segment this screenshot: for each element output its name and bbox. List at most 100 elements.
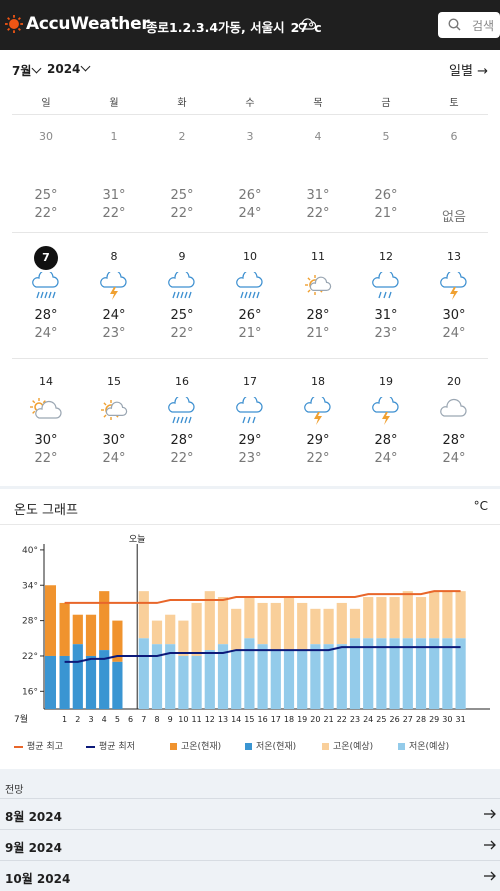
rain-icon — [236, 272, 263, 299]
day-number: 15 — [107, 375, 121, 388]
bar-low-forecast — [257, 644, 268, 709]
calendar-day[interactable]: 4 31° 22° — [284, 130, 352, 240]
day-number: 2 — [178, 130, 186, 143]
calendar-day[interactable]: 18 29° 22° — [284, 375, 352, 485]
y-tick-label: 22° — [22, 652, 38, 662]
day-number: 14 — [39, 375, 53, 388]
avg-high-line — [64, 590, 461, 604]
legend-label: 고온(예상) — [333, 742, 374, 752]
calendar-day[interactable]: 5 26° 21° — [352, 130, 420, 240]
outlook-title: 전망 — [5, 785, 24, 796]
calendar-day[interactable]: 6 없음 — [420, 130, 488, 240]
bar-low-current — [45, 655, 56, 709]
x-tick-label: 25 — [376, 715, 386, 724]
bar-high-forecast — [389, 597, 400, 639]
month-label: 7월 — [12, 64, 32, 78]
bar-high-forecast — [310, 608, 321, 645]
calendar-day[interactable]: 12 31° 23° — [352, 250, 420, 360]
high-temp: 29° — [306, 433, 330, 448]
y-tick-label: 16° — [22, 687, 38, 697]
thunderstorm-icon — [304, 397, 331, 425]
low-temp: 23° — [238, 451, 262, 466]
bar-high-forecast — [270, 602, 281, 651]
unit-toggle[interactable]: °C — [473, 499, 488, 513]
month-selector[interactable]: 7월 — [12, 62, 44, 79]
bar-low-forecast — [455, 638, 466, 709]
high-temp: 25° — [170, 188, 194, 203]
x-month-label: 7월 — [14, 713, 28, 725]
low-temp: 22° — [306, 206, 330, 221]
bar-low-forecast — [310, 644, 321, 709]
outlook-month-label: 10월 2024 — [5, 872, 71, 886]
bar-high-forecast — [217, 597, 229, 645]
x-tick-label: 12 — [205, 715, 215, 724]
legend-item: 평균 최고 — [14, 739, 63, 752]
bar-low-forecast — [376, 638, 387, 709]
today-label: 오늘 — [129, 534, 146, 545]
graph-title: 온도 그래프 — [14, 503, 78, 518]
year-selector[interactable]: 2024 — [47, 61, 93, 76]
high-temp: 24° — [102, 308, 126, 323]
legend-item: 저온(현재) — [245, 739, 296, 752]
avg-low-line — [64, 646, 461, 663]
week-divider — [12, 358, 488, 359]
high-temp: 26° — [374, 188, 398, 203]
calendar-day[interactable]: 14 30° 22° — [12, 375, 80, 485]
calendar-day[interactable]: 2 25° 22° — [148, 130, 216, 240]
daily-view-label: 일별 — [449, 64, 473, 79]
bar-low-forecast — [165, 644, 176, 709]
calendar-day[interactable]: 8 24° 23° — [80, 250, 148, 360]
bar-low-forecast — [191, 655, 202, 709]
calendar-day[interactable]: 15 30° 24° — [80, 375, 148, 485]
divider — [0, 524, 500, 525]
low-temp: 24° — [442, 451, 466, 466]
bar-low-forecast — [402, 638, 413, 709]
calendar-day[interactable]: 11 28° 21° — [284, 250, 352, 360]
calendar-day[interactable]: 30 25° 22° — [12, 130, 80, 240]
outlook-month-link[interactable]: 8월 2024 — [0, 798, 500, 829]
low-temp: 21° — [306, 326, 330, 341]
bar-high-forecast — [415, 597, 427, 639]
temperature-graph: 온도 그래프 °C 16° 22° 28° 34° 40° 7월 1 2 3 4 5 6 7 8 9 10 11… — [0, 489, 500, 769]
bar-low-forecast — [336, 644, 347, 709]
weekday-4: 목 — [313, 98, 323, 109]
outlook-month-label: 8월 2024 — [5, 810, 62, 824]
cloudy-icon — [298, 18, 316, 30]
chevron-down-icon — [80, 61, 91, 72]
day-number: 9 — [178, 250, 186, 263]
bar-low-forecast — [204, 650, 215, 709]
bar-low-current — [99, 650, 110, 709]
current-location[interactable]: 종로1.2.3.4가동, 서울시 27°c — [146, 17, 322, 36]
calendar-day[interactable]: 9 25° 22° — [148, 250, 216, 360]
outlook-month-link[interactable]: 9월 2024 — [0, 829, 500, 860]
day-number: 8 — [110, 250, 118, 263]
calendar-day[interactable]: 1 31° 22° — [80, 130, 148, 240]
calendar-day[interactable]: 7 28° 24° — [12, 246, 80, 360]
year-label: 2024 — [47, 62, 81, 76]
outlook-month-link[interactable]: 10월 2024 — [0, 860, 500, 891]
calendar-day[interactable]: 3 26° 24° — [216, 130, 284, 240]
legend-item: 고온(현재) — [170, 739, 221, 752]
accuweather-sun-logo-icon[interactable] — [5, 15, 23, 33]
x-tick-label: 2 — [75, 715, 80, 724]
brand-name[interactable]: AccuWeather — [26, 14, 150, 34]
x-tick-label: 1 — [62, 715, 67, 724]
calendar-day[interactable]: 13 30° 24° — [420, 250, 488, 360]
search-placeholder: 검색 — [472, 19, 495, 33]
calendar-day[interactable]: 20 28° 24° — [420, 375, 488, 485]
daily-view-link[interactable]: 일별 → — [449, 60, 488, 79]
bar-high-forecast — [376, 597, 387, 639]
calendar-day[interactable]: 16 28° 22° — [148, 375, 216, 485]
calendar-day[interactable]: 10 26° 21° — [216, 250, 284, 360]
mostly-cloudy-sun-icon — [30, 398, 62, 419]
calendar-day[interactable]: 19 28° 24° — [352, 375, 420, 485]
chevron-down-icon — [31, 63, 42, 74]
partly-sunny-icon — [305, 275, 332, 295]
calendar-day[interactable]: 17 29° 23° — [216, 375, 284, 485]
day-number: 20 — [447, 375, 461, 388]
high-temp: 31° — [374, 308, 398, 323]
day-number: 1 — [110, 130, 118, 143]
x-tick-label: 17 — [271, 715, 281, 724]
bar-high-forecast — [363, 597, 374, 639]
search-box[interactable]: 검색 — [438, 12, 500, 38]
